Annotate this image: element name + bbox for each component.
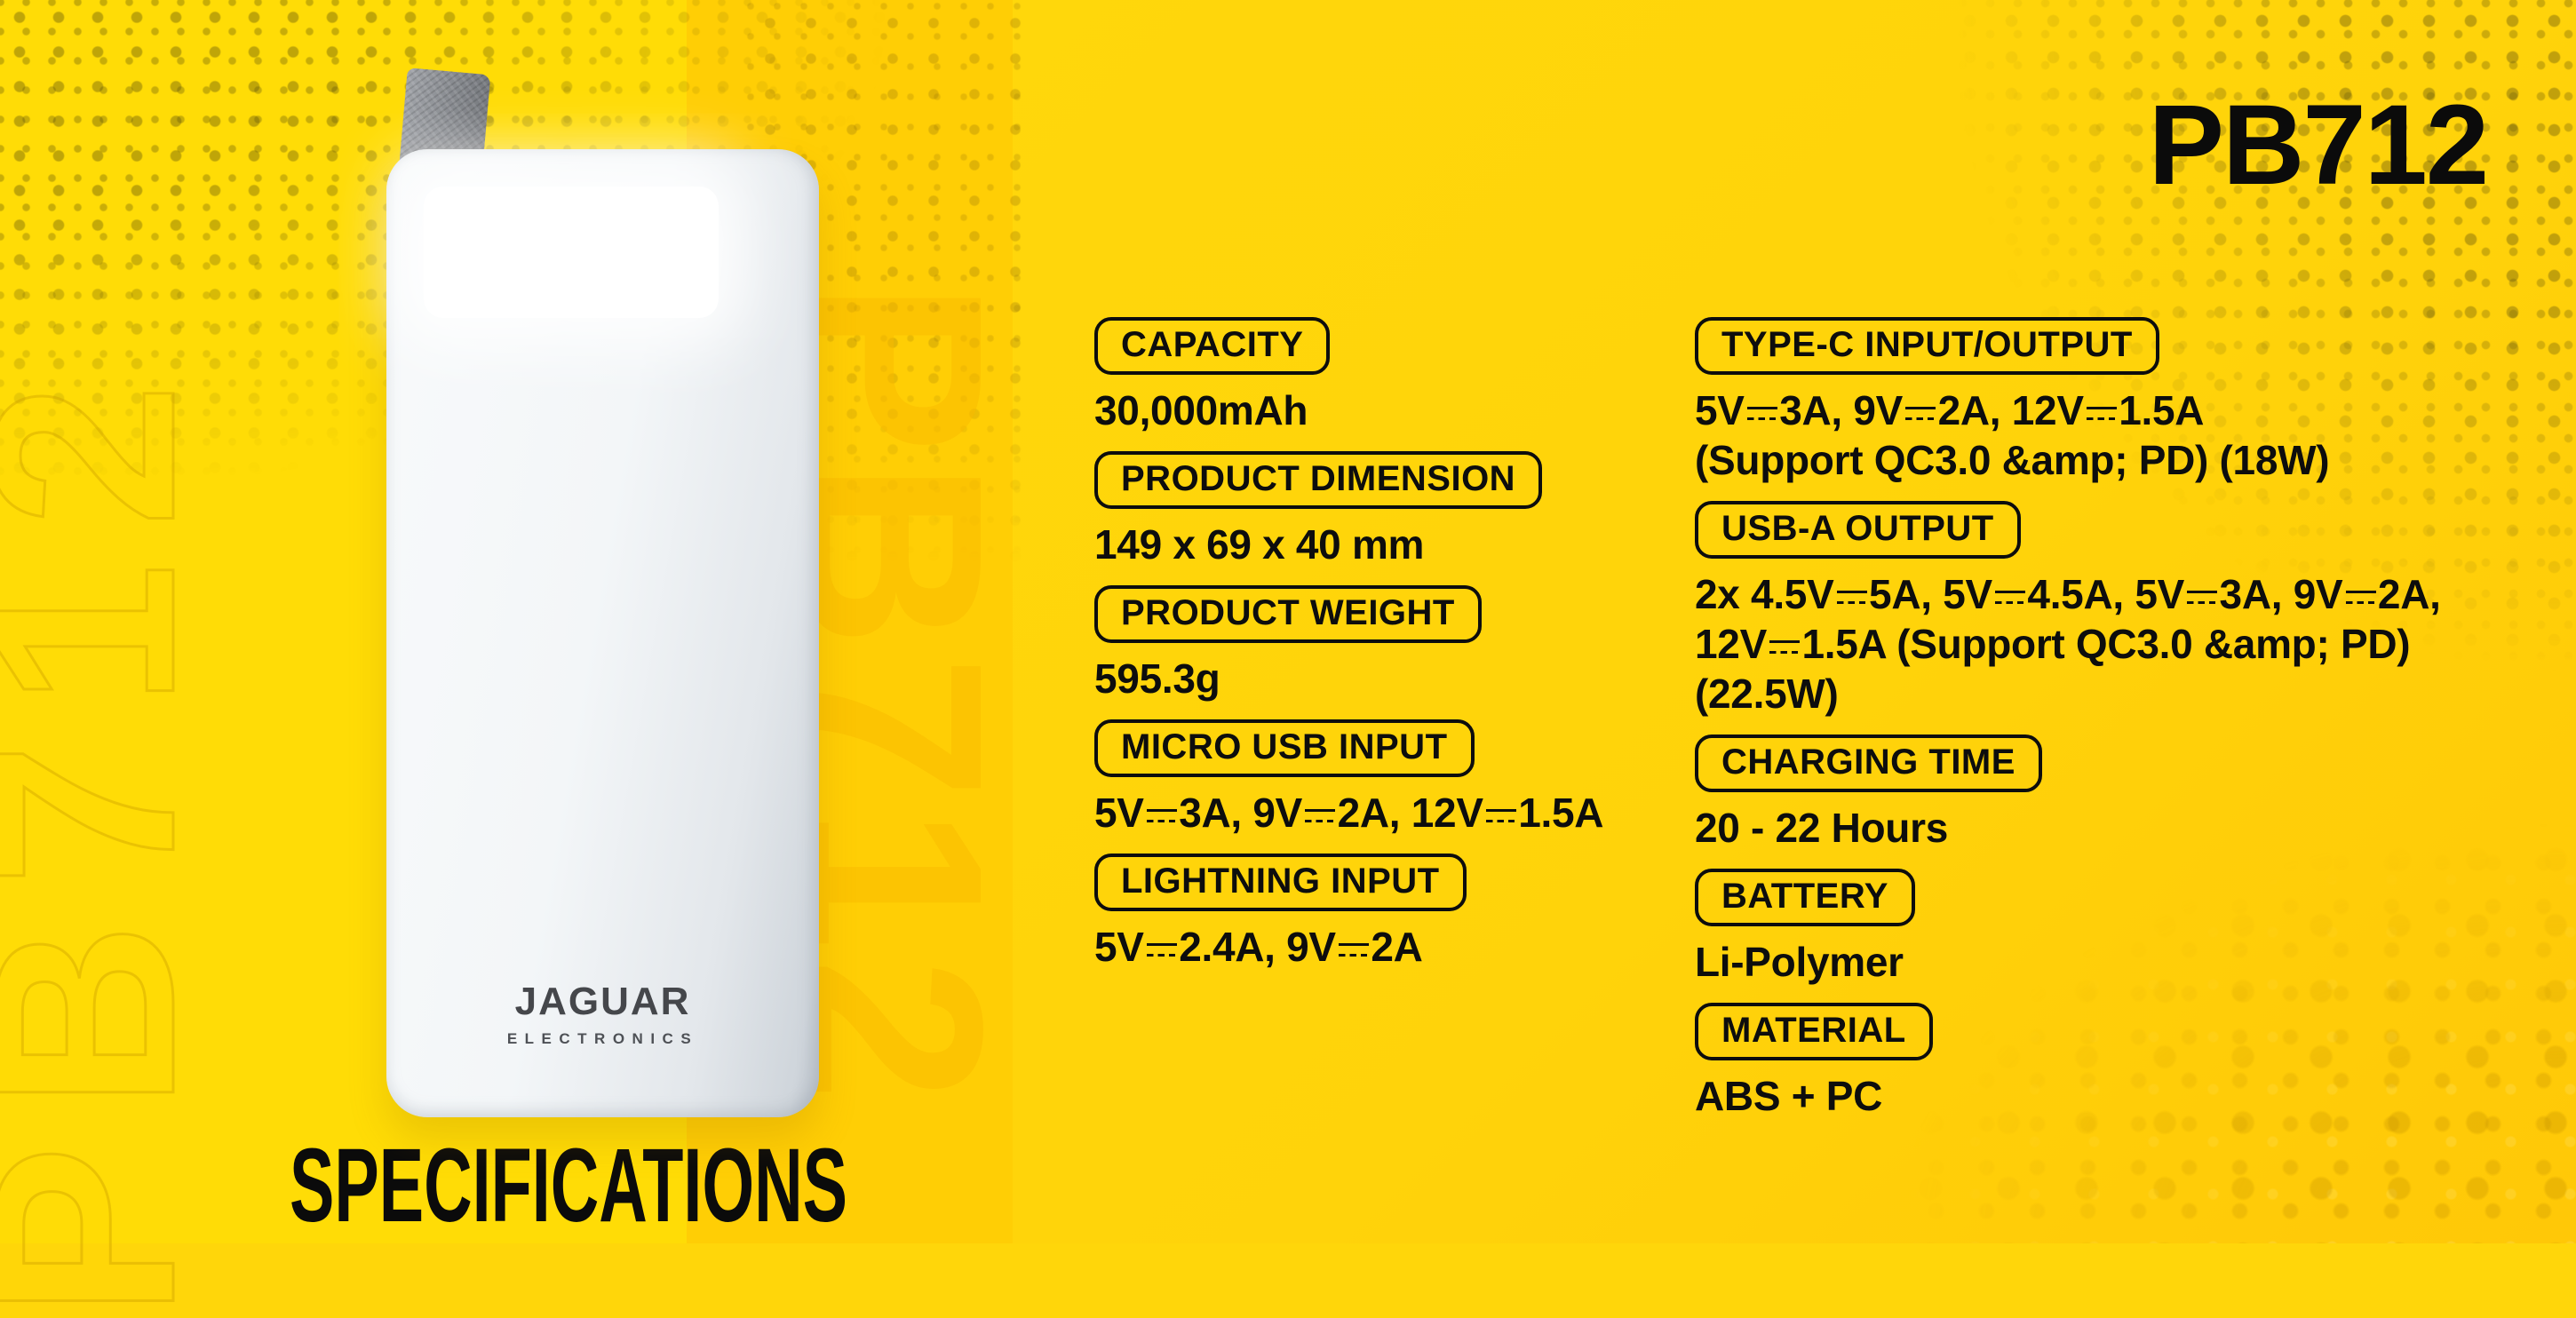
spec-column-left: CAPACITY 30,000mAh PRODUCT DIMENSION 149 x … [1094, 317, 1681, 988]
dc-symbol [1769, 639, 1801, 655]
dc-symbol [1305, 808, 1336, 823]
dc-symbol [1746, 406, 1777, 421]
dc-symbol [1836, 590, 1867, 605]
spec-block: USB-A OUTPUT 2x 4.5V 5A, 5V 4.5A, 5V 3A, 9V 2… [1695, 501, 2539, 719]
spec-block: MATERIAL ABS + PC [1695, 1003, 2539, 1121]
background-band-right [1013, 0, 2576, 1243]
dc-symbol [1995, 590, 2026, 605]
spec-label: TYPE-C INPUT/OUTPUT [1695, 317, 2159, 375]
spec-value: Li-Polymer [1695, 939, 1904, 985]
spec-block: BATTERY Li-Polymer [1695, 869, 2539, 987]
spec-value: 149 x 69 x 40 mm [1094, 521, 1425, 568]
brand-logo: JAGUAR ELECTRONICS [386, 980, 819, 1048]
spec-block: CAPACITY 30,000mAh [1094, 317, 1681, 435]
spec-block: MICRO USB INPUT 5V 3A, 9V 2A, 12V 1.5A [1094, 719, 1681, 838]
dc-symbol [1905, 406, 1936, 421]
dc-symbol [1339, 942, 1370, 957]
spec-label: MICRO USB INPUT [1094, 719, 1475, 777]
spec-block: PRODUCT DIMENSION 149 x 69 x 40 mm [1094, 451, 1681, 569]
dc-symbol [2187, 590, 2218, 605]
spec-block: PRODUCT WEIGHT 595.3g [1094, 585, 1681, 703]
spec-label: CHARGING TIME [1695, 734, 2042, 792]
spec-label: CAPACITY [1094, 317, 1331, 375]
dc-symbol [1485, 808, 1516, 823]
dc-symbol [1146, 808, 1177, 823]
spec-value: 5V 3A, 9V 2A, 12V 1.5A [1094, 790, 1604, 836]
spec-block: TYPE-C INPUT/OUTPUT 5V 3A, 9V 2A, 12V 1.5A (S… [1695, 317, 2539, 485]
spec-label: MATERIAL [1695, 1003, 1933, 1060]
spec-block: LIGHTNING INPUT 5V 2.4A, 9V 2A [1094, 854, 1681, 972]
spec-value: 20 - 22 Hours [1695, 805, 1948, 851]
spec-value: 30,000mAh [1094, 387, 1308, 433]
spec-value: 595.3g [1094, 655, 1220, 702]
dc-symbol [2086, 406, 2117, 421]
spec-label: PRODUCT WEIGHT [1094, 585, 1482, 643]
brand-logo-text: JAGUAR [514, 980, 691, 1023]
spec-value: 5V 2.4A, 9V 2A [1094, 924, 1423, 970]
page-heading: SPECIFICATIONS [290, 1127, 847, 1244]
spec-column-right: TYPE-C INPUT/OUTPUT 5V 3A, 9V 2A, 12V 1.5A (S… [1695, 317, 2539, 1137]
spec-label: USB-A OUTPUT [1695, 501, 2021, 559]
dc-symbol [2345, 590, 2376, 605]
spec-value: 5V 3A, 9V 2A, 12V 1.5A (Support QC3.0 &amp; … [1695, 387, 2330, 483]
dc-symbol [1146, 942, 1177, 957]
spec-label: LIGHTNING INPUT [1094, 854, 1467, 911]
powerbank-product-image: JAGUAR ELECTRONICS [386, 67, 819, 1117]
spec-value: 2x 4.5V 5A, 5V 4.5A, 5V 3A, 9V 2A, 12V 1.5A (S… [1695, 571, 2441, 717]
display-screen [424, 187, 719, 318]
spec-label: PRODUCT DIMENSION [1094, 451, 1543, 509]
spec-label: BATTERY [1695, 869, 1915, 926]
model-title: PB712 [2148, 82, 2489, 209]
powerbank-body: JAGUAR ELECTRONICS [386, 149, 819, 1117]
spec-value: ABS + PC [1695, 1073, 1883, 1119]
spec-block: CHARGING TIME 20 - 22 Hours [1695, 734, 2539, 853]
brand-logo-subtext: ELECTRONICS [506, 1030, 699, 1047]
